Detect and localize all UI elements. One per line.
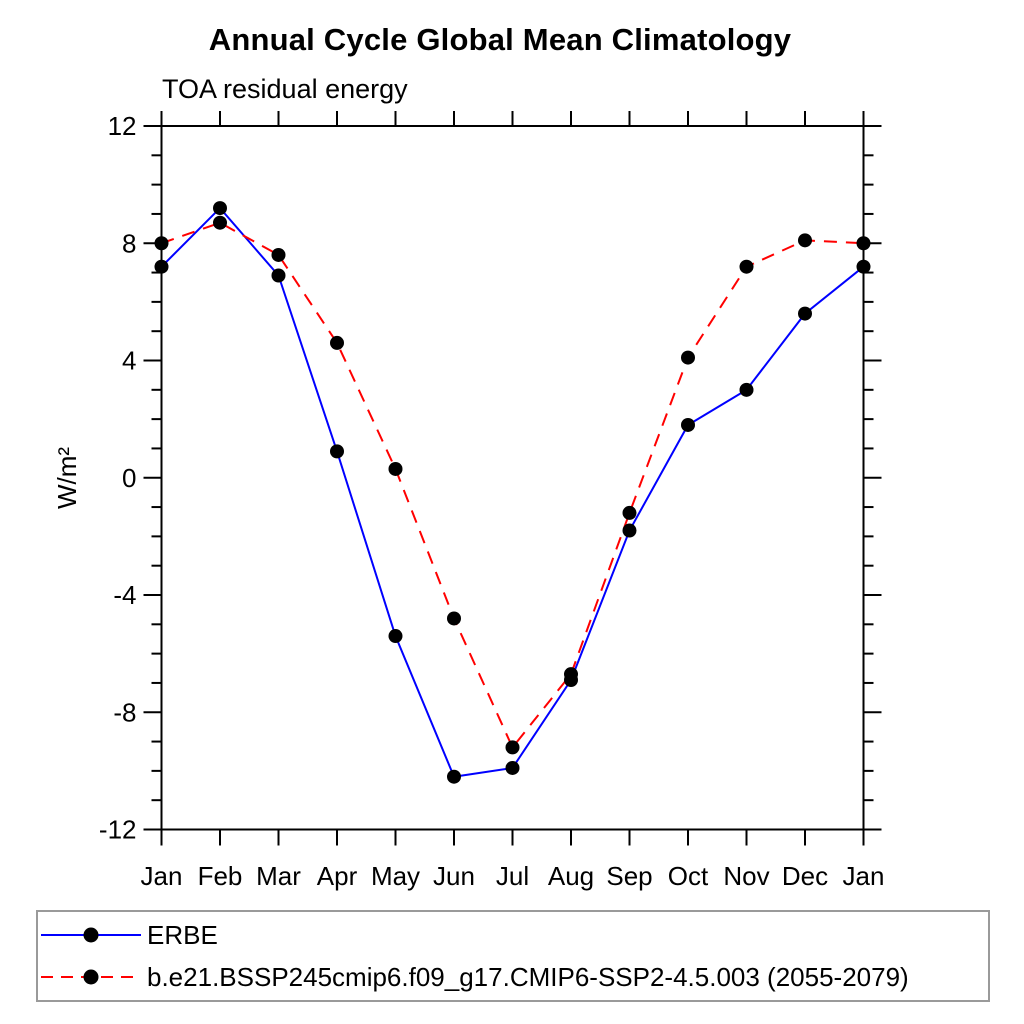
erbe-series-line: [160, 206, 865, 778]
erbe-data-point: [330, 444, 344, 459]
y-tick-label: -12: [99, 815, 137, 845]
legend-swatch-erbe-line-icon: [41, 927, 141, 943]
x-tick-label: Jan: [141, 861, 183, 891]
model-data-point: [622, 505, 637, 520]
erbe-data-point: [505, 760, 520, 775]
x-tick-label: Jul: [496, 861, 529, 891]
x-tick-label: Feb: [198, 861, 243, 891]
x-tick-label: May: [371, 861, 420, 891]
model-data-point: [154, 236, 169, 251]
model-data-point: [739, 259, 754, 274]
erbe-data-point: [681, 417, 695, 432]
erbe-data-point: [388, 629, 403, 644]
erbe-data-point: [271, 268, 286, 283]
y-tick-label: 8: [122, 228, 136, 258]
y-tick-label: -4: [113, 580, 136, 610]
model-data-point: [681, 350, 695, 365]
y-tick-label: 4: [122, 346, 136, 376]
chart-subtitle: TOA residual energy: [162, 74, 408, 104]
model-data-point: [447, 611, 461, 626]
model-data-point: [330, 335, 344, 350]
y-tick-label: -8: [113, 697, 136, 727]
x-tick-label: Jun: [433, 861, 475, 891]
model-data-point: [856, 236, 871, 251]
legend-label-erbe: ERBE: [147, 919, 218, 950]
x-tick-label: Apr: [317, 861, 358, 891]
x-tick-label: Sep: [606, 861, 652, 891]
legend-item-model: b.e21.BSSP245cmip6.f09_g17.CMIP6-SSP2-4.…: [40, 957, 988, 997]
model-data-point: [798, 233, 812, 248]
x-tick-label: Aug: [548, 861, 594, 891]
erbe-data-point: [622, 523, 637, 538]
model-data-point: [271, 247, 286, 262]
y-tick-label: 12: [108, 111, 137, 141]
x-tick-label: Nov: [723, 861, 769, 891]
x-tick-label: Jan: [843, 861, 885, 891]
model-data-point: [213, 215, 227, 230]
legend-item-erbe: ERBE: [40, 915, 988, 955]
erbe-data-point: [447, 769, 461, 784]
erbe-data-point: [739, 382, 754, 397]
plot-frame: [160, 125, 865, 831]
model-data-point: [388, 461, 403, 476]
plot-area: Jan Feb Mar Apr May Jun Jul Aug Sep Oct Nov Dec Jan-…: [99, 111, 885, 891]
erbe-data-point: [213, 201, 227, 216]
erbe-data-point: [856, 259, 871, 274]
legend-box: ERBE b.e21.BSSP245cmip6.f09_g17.CMIP6-SS…: [36, 910, 990, 1002]
model-data-point: [505, 740, 520, 755]
y-tick-label: 0: [122, 463, 136, 493]
erbe-data-point: [154, 259, 169, 274]
legend-swatch-model-line-icon: [41, 969, 141, 985]
chart-title: Annual Cycle Global Mean Climatology: [208, 22, 792, 57]
x-tick-label: Mar: [256, 861, 301, 891]
model-series-line: [161, 221, 864, 750]
x-tick-label: Oct: [668, 861, 709, 891]
erbe-data-point: [798, 306, 812, 321]
model-data-point: [564, 667, 578, 682]
x-tick-label: Dec: [782, 861, 828, 891]
legend-label-model: b.e21.BSSP245cmip6.f09_g17.CMIP6-SSP2-4.…: [147, 961, 909, 992]
